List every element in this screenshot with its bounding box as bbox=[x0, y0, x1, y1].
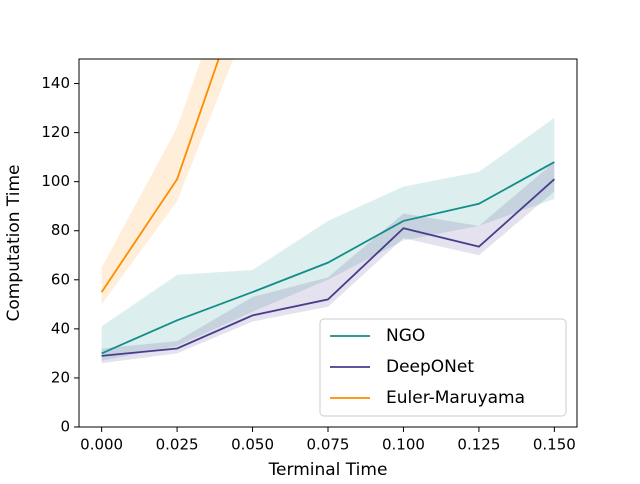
y-axis-label: Computation Time bbox=[4, 164, 24, 321]
y-tick-label: 80 bbox=[51, 221, 70, 239]
plot-area bbox=[100, 59, 555, 364]
y-tick-label: 100 bbox=[41, 172, 70, 190]
series-line bbox=[100, 59, 220, 293]
series-line bbox=[101, 178, 555, 357]
legend-box bbox=[319, 318, 567, 417]
x-tick-label: 0.100 bbox=[382, 436, 425, 454]
x-tick-label: 0.075 bbox=[307, 436, 350, 454]
legend-label: DeepONet bbox=[386, 357, 474, 377]
legend-label: Euler-Maruyama bbox=[386, 388, 525, 408]
y-tick-label: 60 bbox=[51, 270, 70, 288]
legend-label: NGO bbox=[386, 326, 425, 346]
y-tick-label: 20 bbox=[51, 368, 70, 386]
y-tick-label: 40 bbox=[51, 319, 70, 337]
x-axis-label: Terminal Time bbox=[268, 460, 388, 480]
y-tick-label: 120 bbox=[41, 123, 70, 141]
x-tick-label: 0.000 bbox=[80, 436, 123, 454]
x-tick-label: 0.025 bbox=[156, 436, 199, 454]
series-line bbox=[101, 161, 555, 355]
x-tick-label: 0.050 bbox=[231, 436, 274, 454]
confidence-band bbox=[101, 117, 555, 361]
x-tick-label: 0.150 bbox=[533, 436, 576, 454]
y-tick-label: 0 bbox=[60, 418, 70, 436]
y-tick-label: 140 bbox=[41, 74, 70, 92]
x-tick-label: 0.125 bbox=[457, 436, 500, 454]
